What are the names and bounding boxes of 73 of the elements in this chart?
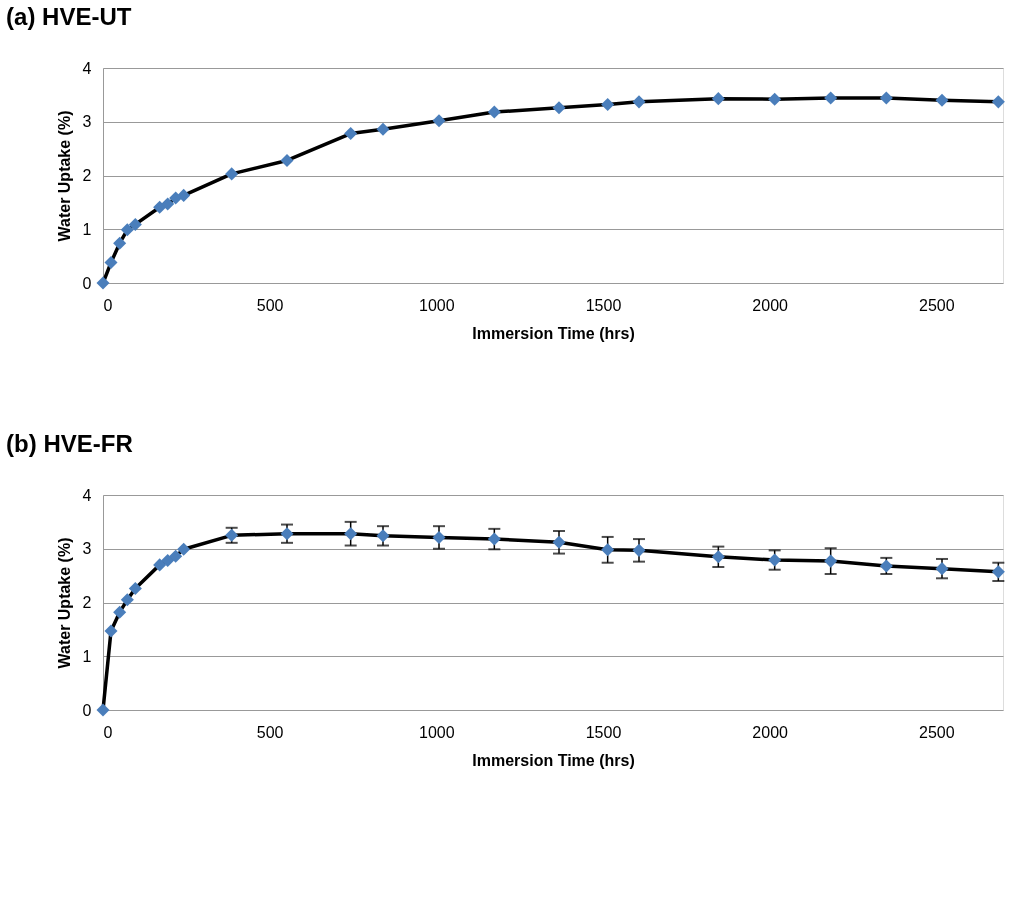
x-tick-label: 2000 bbox=[752, 723, 789, 741]
point bbox=[768, 92, 782, 106]
y-tick-label: 2 bbox=[82, 167, 92, 184]
point bbox=[711, 550, 725, 564]
point bbox=[601, 98, 615, 112]
point bbox=[632, 95, 646, 109]
point bbox=[153, 558, 167, 572]
y-tick-label: 3 bbox=[82, 540, 92, 558]
point bbox=[280, 527, 294, 541]
point bbox=[632, 543, 646, 557]
y-tick-label: 2 bbox=[82, 594, 92, 611]
x-tick-label: 500 bbox=[256, 723, 284, 741]
y-axis-title: Water Uptake (%) bbox=[55, 537, 73, 669]
y-tick-label: 0 bbox=[82, 274, 92, 292]
point bbox=[711, 92, 725, 106]
point bbox=[153, 200, 167, 214]
point bbox=[432, 530, 446, 544]
point bbox=[344, 527, 358, 541]
point bbox=[113, 605, 127, 619]
point bbox=[432, 114, 446, 128]
point bbox=[120, 223, 134, 237]
point bbox=[177, 188, 191, 202]
y-tick-label: 4 bbox=[82, 59, 92, 77]
point bbox=[96, 703, 110, 717]
point bbox=[344, 127, 358, 141]
x-tick-label: 2500 bbox=[919, 296, 955, 314]
x-tick-label: 500 bbox=[256, 296, 284, 314]
y-tick-label: 0 bbox=[82, 701, 92, 719]
point bbox=[935, 93, 949, 107]
x-tick-label: 1000 bbox=[419, 723, 455, 741]
point bbox=[991, 565, 1005, 579]
point bbox=[552, 535, 566, 549]
y-tick-label: 4 bbox=[82, 486, 92, 504]
point bbox=[601, 543, 615, 557]
point bbox=[161, 554, 175, 568]
x-axis-title: Immersion Time (hrs) bbox=[472, 324, 635, 342]
point bbox=[96, 276, 110, 290]
point bbox=[104, 256, 118, 270]
point bbox=[991, 95, 1005, 109]
x-tick-label: 2000 bbox=[752, 296, 789, 314]
point bbox=[487, 532, 501, 546]
x-tick-label: 1500 bbox=[585, 723, 622, 741]
x-tick-label: 1500 bbox=[585, 296, 622, 314]
point bbox=[376, 122, 390, 136]
point bbox=[935, 562, 949, 576]
point bbox=[104, 624, 118, 638]
point bbox=[225, 167, 239, 181]
point bbox=[177, 542, 191, 556]
point bbox=[376, 529, 390, 543]
x-tick-label: 1000 bbox=[419, 296, 455, 314]
point bbox=[768, 553, 782, 567]
point bbox=[169, 549, 183, 563]
chart-title: (b) HVE-FR bbox=[6, 430, 133, 457]
y-tick-label: 1 bbox=[82, 220, 92, 238]
x-tick-label: 0 bbox=[103, 296, 113, 314]
y-tick-label: 1 bbox=[82, 647, 92, 665]
x-tick-label: 0 bbox=[103, 723, 113, 741]
point bbox=[487, 105, 501, 119]
point bbox=[128, 217, 142, 231]
x-tick-label: 2500 bbox=[919, 723, 955, 741]
y-axis-title: Water Uptake (%) bbox=[55, 110, 73, 242]
point bbox=[824, 554, 838, 568]
x-axis-title: Immersion Time (hrs) bbox=[472, 751, 635, 769]
point bbox=[128, 582, 142, 596]
chart-title: (a) HVE-UT bbox=[6, 3, 132, 30]
point bbox=[120, 593, 134, 607]
point bbox=[824, 91, 838, 105]
point bbox=[161, 197, 175, 211]
point bbox=[552, 101, 566, 115]
point bbox=[280, 153, 294, 167]
point bbox=[113, 236, 127, 250]
point bbox=[879, 91, 893, 105]
y-tick-label: 3 bbox=[82, 113, 92, 131]
